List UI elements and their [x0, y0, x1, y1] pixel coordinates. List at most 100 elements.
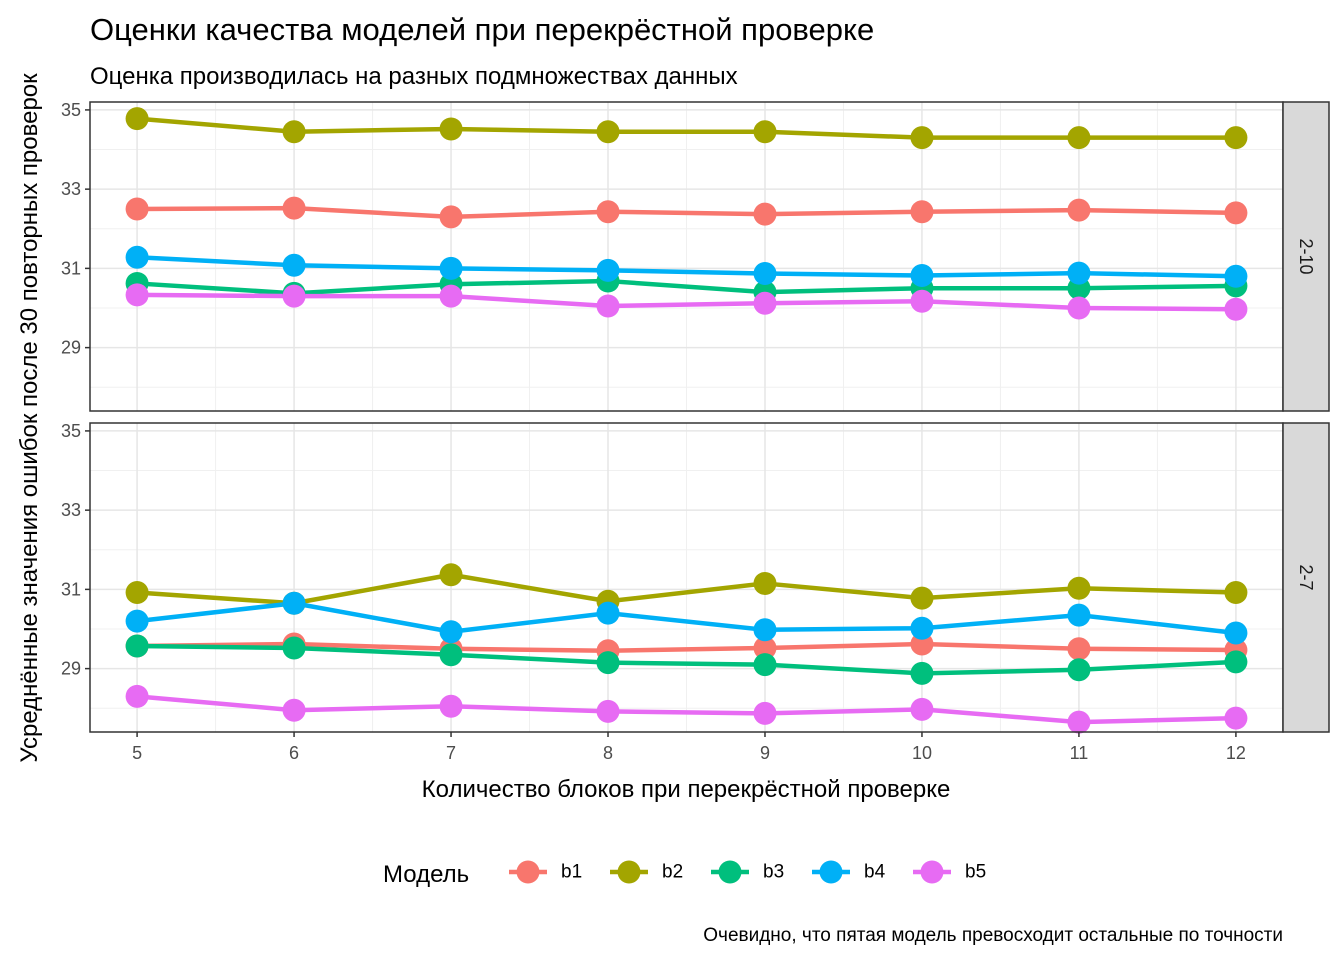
y-tick-label: 29 [61, 338, 81, 358]
legend-title: Модель [383, 861, 469, 888]
chart-title: Оценки качества моделей при перекрёстной… [90, 12, 874, 47]
point-b2 [910, 126, 934, 150]
point-b5 [1224, 297, 1248, 321]
point-b5 [910, 697, 934, 721]
series-line-b1 [137, 641, 1236, 654]
legend: Модель b1 b2 b3 b4 b5 [383, 860, 986, 888]
legend-item-b2: b2 [610, 860, 683, 884]
point-b2 [439, 563, 463, 587]
x-tick-label: 5 [132, 743, 142, 763]
series-line-b2 [136, 572, 1236, 606]
facet-panels: 2-10 29 31 33 35 2-7 29 31 33 35 5 6 7 8 9 10 11 12 [61, 100, 1330, 763]
point-b4 [439, 256, 463, 280]
point-b5 [125, 283, 149, 307]
y-tick-label: 31 [61, 579, 81, 599]
facet-strip-label: 2-7 [1296, 564, 1316, 590]
point-b5 [282, 698, 306, 722]
point-b5 [1224, 706, 1248, 730]
legend-key-point [718, 860, 742, 884]
series-line-b4 [136, 601, 1237, 636]
legend-item-b1: b1 [509, 860, 582, 884]
point-b1 [125, 197, 149, 221]
series-line-b2 [136, 116, 1236, 140]
point-b5 [125, 684, 149, 708]
facet-strip [1282, 422, 1330, 733]
point-b2 [1067, 576, 1091, 600]
point-b3 [1067, 658, 1091, 682]
point-b3 [1224, 650, 1248, 674]
point-b4 [753, 262, 777, 286]
legend-label: b1 [561, 862, 582, 883]
point-b1 [1224, 201, 1248, 225]
point-b4 [282, 253, 306, 277]
series-line-b5 [136, 694, 1236, 725]
legend-item-b4: b4 [812, 860, 886, 884]
chart-caption: Очевидно, что пятая модель превосходит о… [703, 925, 1283, 946]
point-b5 [1067, 296, 1091, 320]
point-b4 [439, 620, 463, 644]
x-tick-label: 9 [760, 743, 770, 763]
point-b3 [125, 634, 149, 658]
point-b4 [1224, 264, 1248, 288]
x-tick-label: 12 [1226, 743, 1246, 763]
legend-item-b3: b3 [711, 860, 784, 884]
legend-key-point [920, 860, 944, 884]
point-b2 [282, 120, 306, 144]
point-b4 [910, 616, 934, 640]
point-b5 [439, 694, 463, 718]
legend-label: b3 [763, 862, 784, 883]
y-tick-label: 31 [61, 258, 81, 278]
point-b5 [439, 284, 463, 308]
legend-key-point [516, 860, 540, 884]
point-b1 [753, 636, 777, 660]
point-b3 [439, 643, 463, 667]
legend-items: b1 b2 b3 b4 b5 [509, 860, 986, 884]
y-tick-label: 33 [61, 500, 81, 520]
series-line-b3 [136, 278, 1236, 296]
point-b1 [596, 200, 620, 224]
legend-label: b4 [864, 862, 886, 883]
y-tick-label: 35 [61, 421, 81, 441]
point-b2 [753, 120, 777, 144]
y-tick-label: 33 [61, 179, 81, 199]
point-b4 [282, 591, 306, 615]
x-tick-label: 11 [1070, 743, 1089, 763]
point-b4 [1224, 621, 1248, 645]
point-b2 [125, 581, 149, 605]
y-tick-label: 35 [61, 100, 81, 120]
legend-key-point [819, 860, 843, 884]
point-b4 [1067, 603, 1091, 627]
point-b5 [1067, 710, 1091, 734]
point-b2 [125, 107, 149, 131]
point-b2 [439, 117, 463, 141]
point-b1 [1067, 637, 1091, 661]
series-line-b4 [136, 255, 1236, 279]
point-b2 [1224, 581, 1248, 605]
series-line-b1 [137, 205, 1236, 220]
facet-strip [1282, 101, 1330, 412]
point-b3 [282, 636, 306, 660]
legend-label: b2 [662, 862, 683, 883]
point-b5 [910, 289, 934, 313]
point-b2 [910, 586, 934, 610]
point-b4 [753, 618, 777, 642]
point-b2 [753, 571, 777, 595]
point-b4 [125, 609, 149, 633]
x-tick-label: 10 [912, 743, 932, 763]
point-b1 [910, 632, 934, 656]
point-b3 [753, 653, 777, 677]
point-b4 [910, 264, 934, 288]
point-b5 [753, 701, 777, 725]
point-b2 [1224, 126, 1248, 150]
y-tick-label: 29 [61, 659, 81, 679]
point-b1 [910, 200, 934, 224]
point-b4 [1067, 261, 1091, 285]
point-b1 [439, 205, 463, 229]
series-line-b3 [137, 643, 1237, 676]
point-b5 [753, 291, 777, 315]
x-tick-label: 7 [446, 743, 456, 763]
point-b3 [910, 661, 934, 685]
y-axis-label: Усреднённые значения ошибок после 30 пов… [16, 73, 43, 763]
point-b1 [753, 202, 777, 226]
